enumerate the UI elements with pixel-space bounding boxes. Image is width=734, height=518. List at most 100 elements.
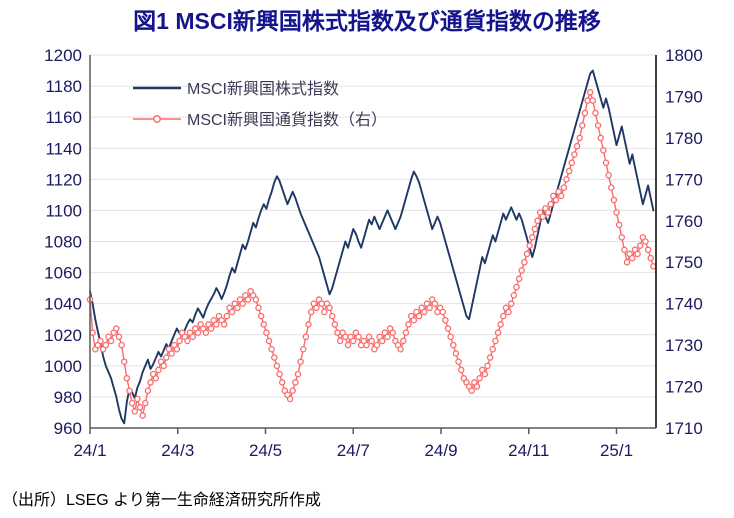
series-marker [608,184,615,191]
source-note: （出所）LSEG より第一生命経済研究所作成 [2,492,321,509]
series-line [89,91,655,417]
series-marker [547,200,554,208]
series-marker [634,250,641,258]
series-marker [260,321,267,328]
series-marker [115,333,123,341]
series-marker [313,304,320,312]
series-marker [571,151,578,158]
series-marker [415,312,423,320]
left-axis-tick-label: 1080 [44,233,82,252]
series-marker [202,329,210,336]
series-marker [602,159,610,167]
series-marker [576,134,583,142]
series-marker [307,308,315,316]
series-marker [302,333,310,341]
series-marker [476,375,483,382]
series-marker [331,321,339,328]
left-axis-tick-label: 1060 [44,264,82,283]
series-marker [297,358,304,365]
series-marker [586,89,594,96]
series-marker [136,404,144,411]
gridlines [90,54,656,429]
series-marker [273,362,281,370]
series-marker [286,395,294,403]
left-axis-tick-label: 1020 [44,326,82,345]
series-marker [579,122,586,129]
series-marker [123,375,131,382]
series-marker [278,379,286,386]
series-marker [444,325,452,332]
left-axis-tick-label: 1100 [45,201,82,220]
series-marker [128,399,136,407]
series-marker [173,346,181,353]
series-marker [589,97,597,104]
series-marker [168,350,175,357]
series-marker [518,267,525,274]
left-axis-tick-label: 980 [54,388,82,407]
series-marker [539,213,547,220]
series-marker [544,209,552,216]
series-marker [642,238,649,245]
series-marker [405,321,412,328]
series-marker [147,379,154,386]
series-marker [126,387,133,394]
series-marker [552,196,560,204]
series-marker [486,354,494,361]
right-axis-tick-label: 1730 [665,336,703,355]
series-marker [223,312,231,320]
series-marker [489,346,497,353]
series-marker [452,350,460,357]
right-axis-tick-label: 1780 [665,129,703,148]
series-marker [160,362,167,370]
left-axis-tick-label: 960 [54,419,82,438]
series-marker [368,337,375,345]
left-axis-tick-label: 1180 [45,77,82,96]
series-marker [102,341,110,349]
series-marker [228,308,236,316]
series-marker [234,304,241,312]
series-marker [618,234,626,241]
series-marker [342,333,349,341]
series-marker [89,329,96,336]
series-marker [397,346,404,353]
series-marker [473,383,481,390]
series-marker [120,358,128,365]
series-marker [442,316,449,324]
series-marker [515,275,523,283]
series-marker [560,184,568,191]
chart-plot-area: MSCI新興国株式指数 MSCI新興国通貨指数（右） 960 980 1000 1020… [44,46,703,460]
series-marker [355,333,362,341]
series-marker [534,217,541,225]
series-marker [563,176,570,183]
series-marker [644,246,652,254]
right-axis-tick-label: 1770 [665,170,703,189]
series-marker [597,134,604,142]
series-marker [144,387,152,394]
series-marker [592,109,599,117]
series-marker [647,254,654,262]
right-axis-tick-label: 1740 [665,295,703,314]
right-axis-tick-label: 1760 [665,212,703,231]
x-axis-tick-label: 24/7 [337,441,370,460]
series-marker [344,341,352,349]
series-marker [600,147,607,154]
series-marker [500,312,507,320]
series-marker [299,346,307,353]
left-axis-tick-label: 1200 [44,46,82,65]
x-axis-tick-label: 24/5 [249,441,282,460]
series-marker [650,263,657,270]
series-marker [431,300,439,307]
series-marker [447,333,454,341]
series-marker [565,167,573,175]
series-marker [257,312,265,320]
series-marker [255,304,262,312]
axis-left: 960 980 1000 1020 1040 1060 1080 1100 1120 1140 11… [44,46,91,438]
series-marker [276,370,283,378]
series-marker [118,341,125,349]
series-marker [184,337,191,345]
legend-label: MSCI新興国株式指数 [187,80,339,98]
series-marker [163,354,170,361]
series-marker [557,192,565,200]
series-marker [636,242,644,249]
